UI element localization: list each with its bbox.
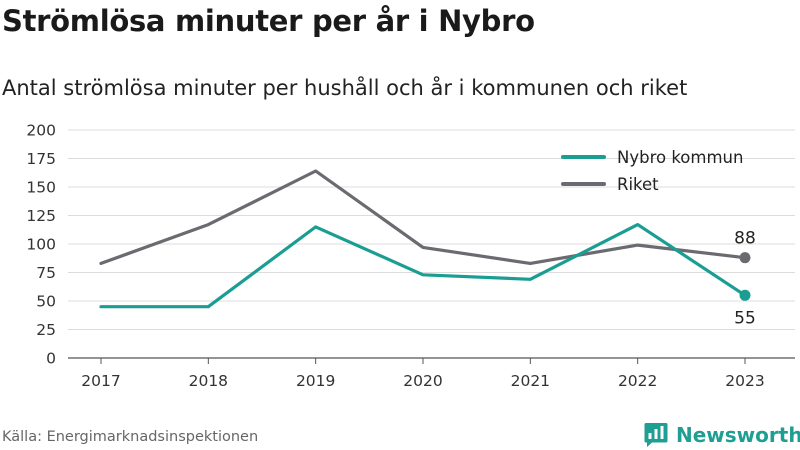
page-title: Strömlösa minuter per år i Nybro bbox=[2, 4, 535, 38]
line-chart: 0 25 50 75 100 125 150 175 200 2017 2018 2019 2020 20… bbox=[26, 122, 795, 390]
brand-name: Newsworthy bbox=[676, 423, 800, 447]
y-tick-label: 100 bbox=[26, 236, 56, 254]
x-tick-label: 2021 bbox=[511, 372, 550, 390]
source-note: Källa: Energimarknadsinspektionen bbox=[2, 429, 259, 445]
x-tick-label: 2018 bbox=[189, 372, 228, 390]
chart-subtitle: Antal strömlösa minuter per hushåll och … bbox=[2, 76, 688, 100]
y-tick-label: 150 bbox=[26, 179, 56, 197]
bar-chart-logo-icon bbox=[644, 423, 668, 447]
end-value-label-riket: 88 bbox=[734, 229, 756, 249]
series-line-riket bbox=[99, 169, 747, 265]
series-endpoint-riket bbox=[739, 252, 751, 264]
y-tick-label: 125 bbox=[26, 207, 56, 225]
x-tick-label: 2019 bbox=[296, 372, 335, 390]
y-tick-label: 25 bbox=[36, 321, 56, 339]
x-tick-label: 2020 bbox=[403, 372, 442, 390]
y-tick-label: 175 bbox=[26, 150, 56, 168]
x-tick-label: 2022 bbox=[618, 372, 657, 390]
y-tick-label: 200 bbox=[26, 122, 56, 140]
y-tick-label: 75 bbox=[36, 264, 56, 282]
legend-label-riket: Riket bbox=[617, 175, 659, 194]
brand-logo: Newsworthy bbox=[644, 420, 800, 450]
series-line-nybro-kommun bbox=[99, 223, 747, 309]
end-value-label-nybro-kommun: 55 bbox=[734, 308, 756, 328]
series-endpoint-nybro-kommun bbox=[739, 289, 751, 301]
legend-label-nybro-kommun: Nybro kommun bbox=[617, 148, 743, 167]
x-tick-label: 2023 bbox=[725, 372, 764, 390]
y-tick-label: 50 bbox=[36, 293, 56, 311]
x-tick-label: 2017 bbox=[81, 372, 120, 390]
y-tick-label: 0 bbox=[46, 350, 56, 368]
